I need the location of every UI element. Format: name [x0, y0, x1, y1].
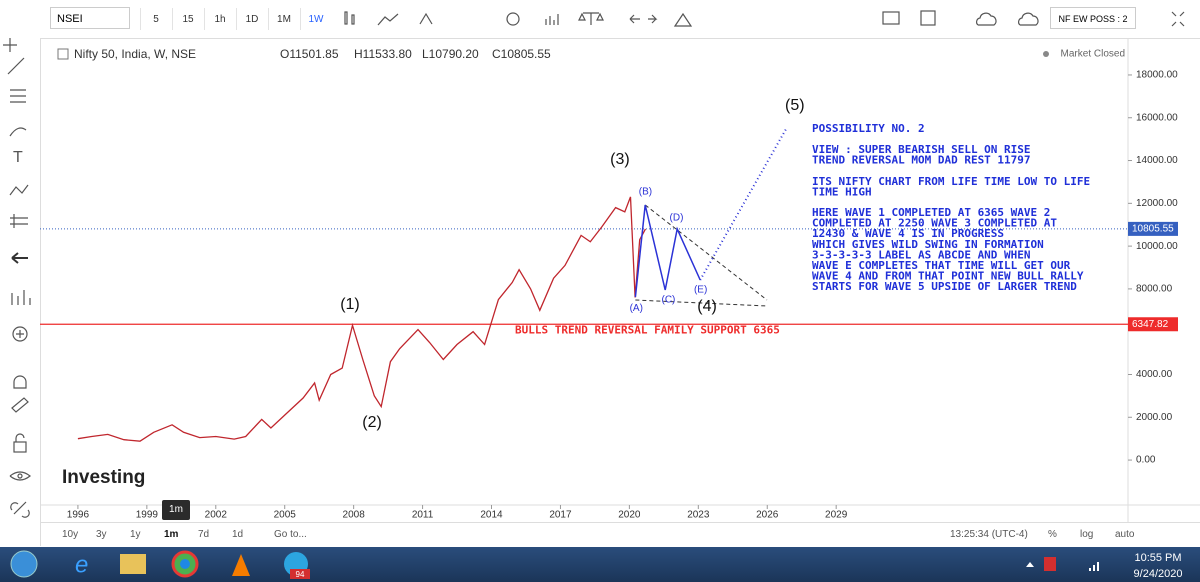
- wave-label: (1): [340, 296, 360, 313]
- note-line: STARTS FOR WAVE 5 UPSIDE OF LARGER TREND: [812, 280, 1077, 293]
- sub-wave-label: (D): [670, 213, 684, 224]
- wave-label: (4): [697, 298, 717, 315]
- triangle-guide: [635, 204, 768, 307]
- range-bar: 10y 3y 1y 1m 7d 1d Go to... 13:25:34 (UTC-4) …: [40, 522, 1200, 547]
- support-line-label: 6347.82: [1132, 319, 1169, 330]
- x-tick-label: 2020: [618, 510, 641, 521]
- range-button[interactable]: 1d: [232, 529, 244, 540]
- note-line: VIEW : SUPER BEARISH SELL ON RISE: [812, 143, 1031, 156]
- sub-wave-label: (B): [639, 187, 652, 198]
- auto-toggle[interactable]: auto: [1115, 529, 1135, 540]
- wave-label: (5): [785, 97, 805, 114]
- collapse-icon[interactable]: [57, 48, 69, 60]
- legend-open: O11501.85: [280, 47, 339, 61]
- toolbar: NSEI 5 15 1h 1D 1M 1W NF EW POSS : 2: [0, 0, 1200, 39]
- layout-name[interactable]: NF EW POSS : 2: [1050, 7, 1136, 29]
- wave-path: [634, 204, 701, 298]
- note-line: 3-3-3-3-3 LABEL AS ABCDE AND WHEN: [812, 248, 1031, 261]
- interval-button[interactable]: 5: [140, 8, 171, 30]
- y-tick-label: 10000.00: [1136, 241, 1178, 252]
- y-tick-label: 0.00: [1136, 455, 1156, 466]
- badge: 94: [296, 570, 305, 579]
- ie-icon[interactable]: e: [75, 551, 88, 578]
- y-tick-label: 14000.00: [1136, 155, 1178, 166]
- x-tick-label: 2002: [205, 510, 228, 521]
- note-line: TREND REVERSAL MOM DAD REST 11797: [812, 154, 1031, 167]
- range-button[interactable]: 1m: [164, 529, 179, 540]
- start-button[interactable]: [10, 550, 38, 578]
- note-line: COMPLETED AT 2250 WAVE 3 COMPLETED AT: [812, 217, 1057, 230]
- sub-wave-label: (C): [661, 295, 675, 306]
- log-toggle[interactable]: log: [1080, 529, 1094, 540]
- interval-button[interactable]: 1h: [204, 8, 235, 30]
- price-line: [77, 196, 647, 442]
- y-tick-label: 12000.00: [1136, 198, 1178, 209]
- symbol-input[interactable]: NSEI: [50, 7, 130, 29]
- sub-wave-label: (A): [630, 303, 643, 314]
- support-text: BULLS TREND REVERSAL FAMILY SUPPORT 6365: [515, 323, 780, 336]
- drawing-tools: T: [3, 38, 31, 518]
- taskbar: e 94 10:55 PM 9/24/2020: [0, 547, 1200, 582]
- range-button[interactable]: 3y: [96, 529, 107, 540]
- y-tick-label: 2000.00: [1136, 412, 1173, 423]
- sub-wave-label: (E): [694, 285, 707, 296]
- tray-date: 9/24/2020: [1134, 568, 1183, 580]
- clock: 13:25:34 (UTC-4): [950, 529, 1028, 540]
- x-tick-label: 2026: [756, 510, 779, 521]
- range-button[interactable]: 7d: [198, 529, 210, 540]
- interval-button[interactable]: 1W: [300, 8, 331, 30]
- y-tick-label: 18000.00: [1136, 70, 1178, 81]
- explorer-icon[interactable]: [120, 554, 146, 574]
- x-tick-label: 2023: [687, 510, 710, 521]
- wave-label: (3): [610, 151, 630, 168]
- y-tick-label: 4000.00: [1136, 369, 1173, 380]
- status-dot: [1043, 51, 1049, 57]
- x-tick-label: 2011: [412, 510, 434, 521]
- goto[interactable]: Go to...: [274, 529, 307, 540]
- note-line: WHICH GIVES WILD SWING IN FORMATION: [812, 238, 1044, 251]
- tray-time: 10:55 PM: [1134, 552, 1181, 564]
- note-line: POSSIBILITY NO. 2: [812, 122, 925, 135]
- note-line: 12430 & WAVE 4 IS IN PROGRESS: [812, 227, 1004, 240]
- interval-button[interactable]: 1D: [236, 8, 267, 30]
- percent-toggle[interactable]: %: [1048, 529, 1057, 540]
- y-tick-label: 8000.00: [1136, 284, 1173, 295]
- interval-button[interactable]: 15: [172, 8, 203, 30]
- legend-close: C10805.55: [492, 47, 551, 61]
- projection-path: [699, 126, 789, 281]
- x-tick-label: 1996: [67, 510, 90, 521]
- wave-label: (2): [362, 414, 382, 431]
- market-status: Market Closed: [1061, 49, 1125, 60]
- last-price-line-tag: [1128, 221, 1178, 236]
- x-tick-label: 2029: [825, 510, 848, 521]
- note-line: ITS NIFTY CHART FROM LIFE TIME LOW TO LI…: [812, 175, 1090, 188]
- note-line: TIME HIGH: [812, 186, 872, 199]
- x-tick-label: 1999: [136, 510, 159, 521]
- support-line-tag: [1128, 317, 1178, 332]
- y-tick-label: 16000.00: [1136, 112, 1178, 123]
- chart: Nifty 50, India, W, NSE O11501.85 H11533…: [40, 38, 1200, 522]
- legend-high: H11533.80: [354, 47, 412, 61]
- interval-button[interactable]: 1M: [268, 8, 299, 30]
- note-line: WAVE 4 AND FROM THAT POINT NEW BULL RALL…: [812, 270, 1084, 283]
- legend-low: L10790.20: [422, 47, 479, 61]
- x-tick-label: 2017: [549, 510, 572, 521]
- last-price-line-label: 10805.55: [1132, 224, 1174, 235]
- drawing-toolbar: T: [0, 38, 41, 546]
- note-line: HERE WAVE 1 COMPLETED AT 6365 WAVE 2: [812, 206, 1050, 219]
- taskbar-icons: e 94 10:55 PM 9/24/2020: [10, 550, 1183, 580]
- watermark: Investing: [62, 467, 145, 488]
- vlc-icon[interactable]: [232, 554, 250, 576]
- legend-title: Nifty 50, India, W, NSE: [74, 47, 196, 61]
- range-button[interactable]: 1y: [130, 529, 141, 540]
- x-tick-label: 2014: [480, 510, 503, 521]
- range-button[interactable]: 10y: [62, 529, 79, 540]
- note-line: WAVE E COMPLETES THAT TIME WILL GET OUR: [812, 259, 1071, 272]
- x-tick-label: 2008: [343, 510, 366, 521]
- tooltip: 1m: [162, 500, 190, 520]
- svg-text:T: T: [13, 149, 23, 166]
- x-tick-label: 2005: [274, 510, 297, 521]
